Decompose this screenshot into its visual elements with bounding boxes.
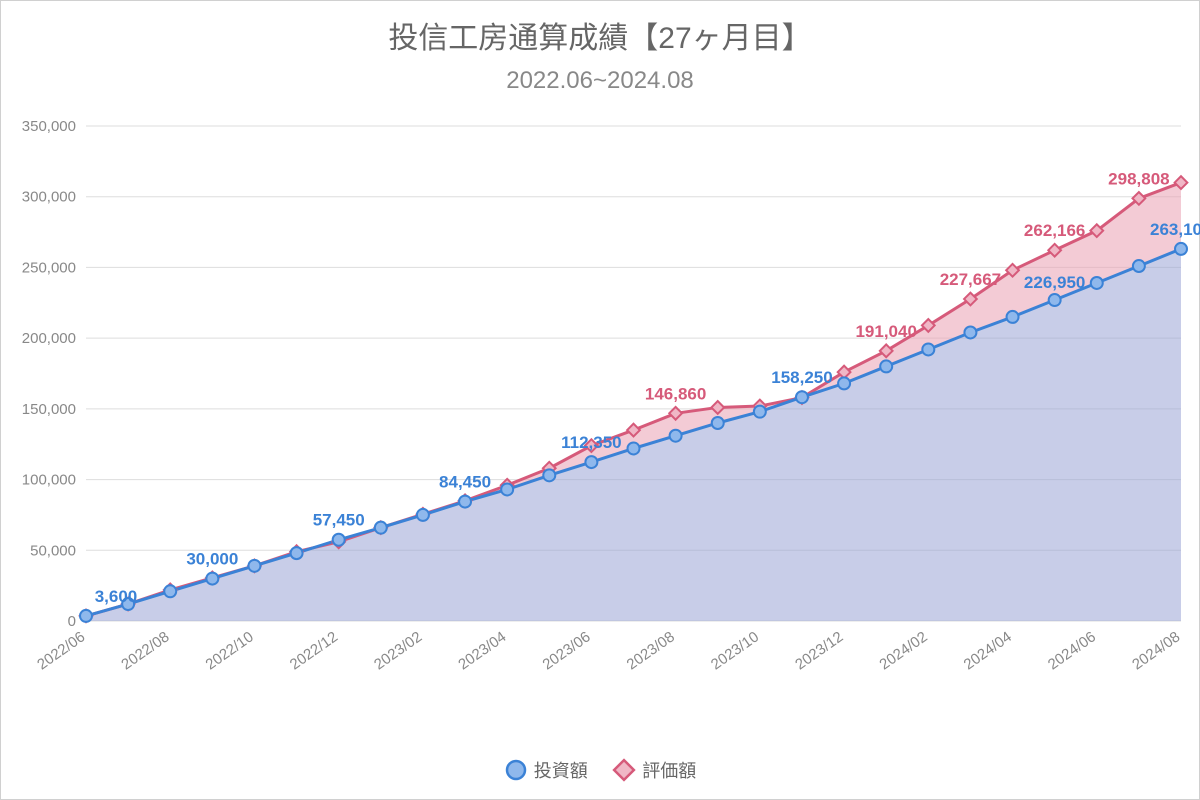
svg-text:300,000: 300,000 xyxy=(22,189,76,206)
svg-text:146,860: 146,860 xyxy=(645,384,706,403)
svg-text:2022/08: 2022/08 xyxy=(118,628,172,673)
svg-text:158,250: 158,250 xyxy=(771,368,832,387)
legend-label: 投資額 xyxy=(534,757,588,783)
chart-title: 投信工房通算成績【27ヶ月目】 xyxy=(1,1,1199,57)
svg-text:2023/06: 2023/06 xyxy=(540,628,594,673)
legend-label: 評価額 xyxy=(642,757,696,783)
svg-text:2024/04: 2024/04 xyxy=(961,628,1015,673)
svg-text:2024/08: 2024/08 xyxy=(1129,628,1183,673)
svg-text:2023/04: 2023/04 xyxy=(455,628,509,673)
svg-text:84,450: 84,450 xyxy=(439,473,491,492)
svg-text:2023/02: 2023/02 xyxy=(371,628,425,673)
svg-text:57,450: 57,450 xyxy=(313,511,365,530)
svg-text:2023/10: 2023/10 xyxy=(708,628,762,673)
svg-text:262,166: 262,166 xyxy=(1024,221,1085,240)
chart-container: 投信工房通算成績【27ヶ月目】 2022.06~2024.08 0 50,000 1… xyxy=(0,0,1200,800)
svg-text:100,000: 100,000 xyxy=(22,472,76,489)
svg-text:298,808: 298,808 xyxy=(1108,169,1169,188)
svg-text:150,000: 150,000 xyxy=(22,401,76,418)
svg-text:2022/12: 2022/12 xyxy=(287,628,341,673)
svg-text:2023/12: 2023/12 xyxy=(792,628,846,673)
svg-text:2024/02: 2024/02 xyxy=(876,628,930,673)
svg-text:350,000: 350,000 xyxy=(22,118,76,135)
svg-text:2024/06: 2024/06 xyxy=(1045,628,1099,673)
svg-text:30,000: 30,000 xyxy=(186,550,238,569)
diamond-icon xyxy=(612,758,636,782)
svg-text:112,350: 112,350 xyxy=(561,433,622,452)
chart-svg: 0 50,000 100,000 150,000 200,000 250,000 300,0… xyxy=(1,116,1200,716)
plot-area: 0 50,000 100,000 150,000 200,000 250,000 300,0… xyxy=(1,116,1200,716)
svg-text:227,667: 227,667 xyxy=(940,270,1001,289)
svg-text:250,000: 250,000 xyxy=(22,259,76,276)
svg-text:3,600: 3,600 xyxy=(95,587,138,606)
legend-item-valuation: 評価額 xyxy=(612,757,696,783)
svg-text:263,10: 263,10 xyxy=(1150,220,1200,239)
chart-subtitle: 2022.06~2024.08 xyxy=(1,57,1199,95)
legend: 投資額 評価額 xyxy=(1,757,1199,787)
legend-item-invested: 投資額 xyxy=(504,757,588,783)
svg-text:0: 0 xyxy=(68,613,76,630)
svg-text:2022/06: 2022/06 xyxy=(34,628,88,673)
svg-text:226,950: 226,950 xyxy=(1024,273,1085,292)
svg-text:2022/10: 2022/10 xyxy=(203,628,257,673)
svg-text:2023/08: 2023/08 xyxy=(624,628,678,673)
svg-text:191,040: 191,040 xyxy=(855,322,916,341)
svg-text:50,000: 50,000 xyxy=(30,542,76,559)
circle-icon xyxy=(504,758,528,782)
svg-text:200,000: 200,000 xyxy=(22,330,76,347)
